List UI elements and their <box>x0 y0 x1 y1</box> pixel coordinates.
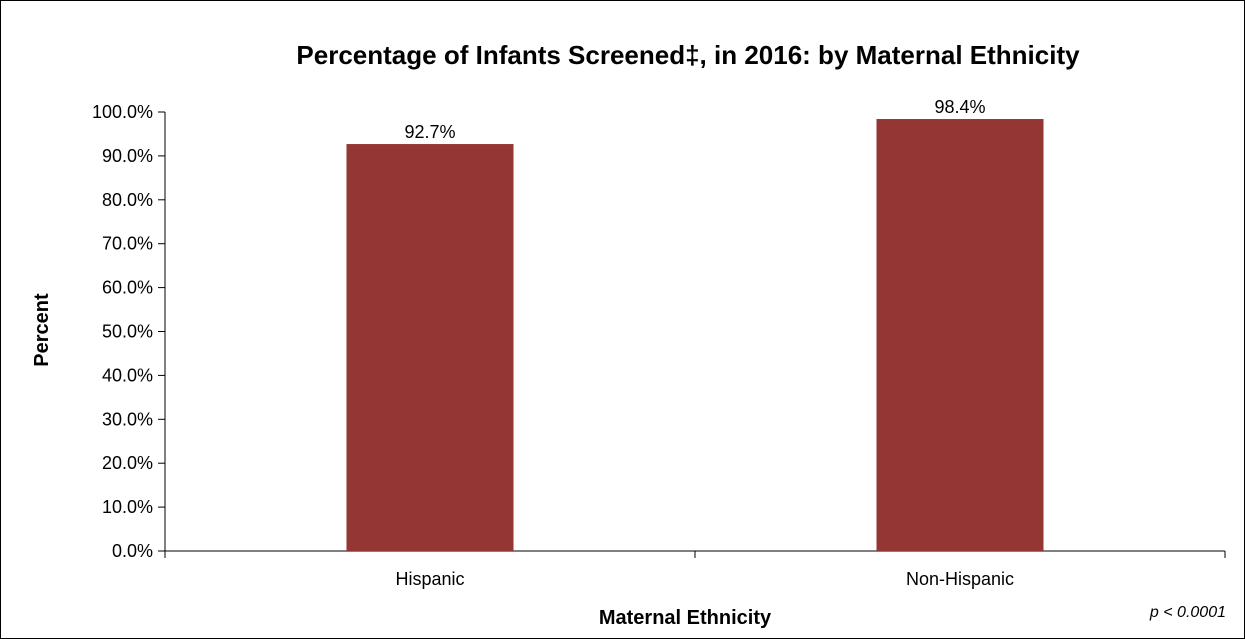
data-label: 98.4% <box>934 97 985 117</box>
y-tick-label: 10.0% <box>102 497 153 517</box>
x-axis: Hispanic Non-Hispanic <box>164 550 1226 589</box>
y-tick-label: 60.0% <box>102 278 153 298</box>
data-label: 92.7% <box>404 122 455 142</box>
x-axis-title: Maternal Ethnicity <box>599 607 772 629</box>
y-axis-title: Percent <box>31 293 53 367</box>
y-tick-label: 90.0% <box>102 146 153 166</box>
y-tick-label: 0.0% <box>112 541 153 561</box>
y-tick-label: 50.0% <box>102 322 153 342</box>
y-tick-label: 30.0% <box>102 409 153 429</box>
y-tick-label: 80.0% <box>102 190 153 210</box>
chart-title: Percentage of Infants Screened‡, in 2016… <box>296 40 1080 70</box>
x-category-label: Non-Hispanic <box>906 569 1014 589</box>
bars: 92.7% 98.4% <box>346 97 1044 552</box>
bar <box>346 144 514 551</box>
bar <box>876 119 1044 552</box>
y-tick-label: 40.0% <box>102 365 153 385</box>
x-category-label: Hispanic <box>395 569 464 589</box>
y-tick-label: 70.0% <box>102 234 153 254</box>
y-tick-label: 100.0% <box>92 102 153 122</box>
y-tick-label: 20.0% <box>102 453 153 473</box>
significance-note: p < 0.0001 <box>1149 604 1226 621</box>
y-axis: 0.0% 10.0% 20.0% 30.0% 40.0% 50.0% 60.0% 70.0% 8… <box>92 102 166 561</box>
